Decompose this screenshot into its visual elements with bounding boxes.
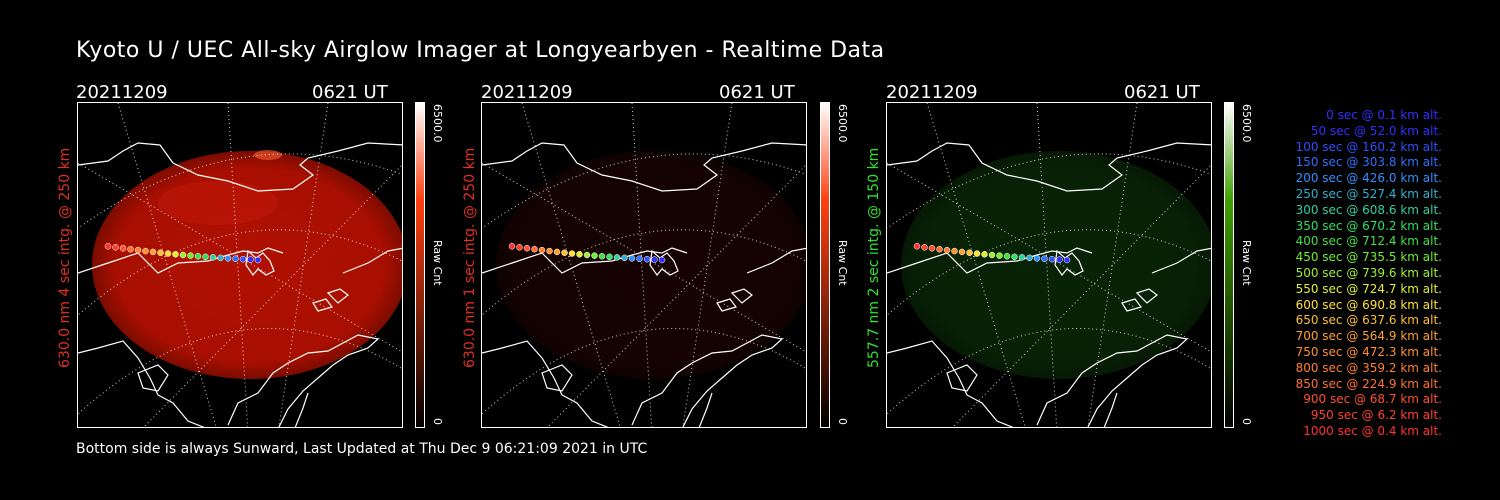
panel-3-image[interactable] [886, 102, 1212, 428]
panel-1-wavelength-label: 630.0 nm 4 sec intg. @ 250 km [57, 147, 73, 368]
panel-3-date: 20211209 [886, 82, 978, 103]
panel-2-cbar-min: 0 [836, 418, 849, 425]
panel-2-colorbar [820, 102, 830, 428]
panel-3-cbar-unit: Raw Cnt [1240, 240, 1253, 286]
legend-row: 250 sec @ 527.4 km alt. [1295, 186, 1442, 201]
panel-1-cbar-unit: Raw Cnt [431, 240, 444, 286]
altitude-legend: 0 sec @ 0.1 km alt. 50 sec @ 52.0 km alt… [1262, 108, 1442, 440]
panel-3-cbar-max: 6500.0 [1240, 104, 1253, 143]
panel-3-time: 0621 UT [1124, 82, 1200, 103]
panel-1-date: 20211209 [76, 82, 168, 103]
panel-1-cbar-min: 0 [431, 418, 444, 425]
legend-row: 800 sec @ 359.2 km alt. [1295, 360, 1442, 375]
panel-2-wavelength-label: 630.0 nm 1 sec intg. @ 250 km [462, 147, 478, 368]
panel-2-cbar-max: 6500.0 [836, 104, 849, 143]
panel-2-cbar-unit: Raw Cnt [836, 240, 849, 286]
panel-1-map [78, 103, 402, 427]
legend-row: 550 sec @ 724.7 km alt. [1295, 281, 1442, 296]
panel-1-cbar-max: 6500.0 [431, 104, 444, 143]
legend-row: 50 sec @ 52.0 km alt. [1310, 123, 1442, 138]
legend-row: 150 sec @ 303.8 km alt. [1295, 155, 1442, 170]
legend-row: 300 sec @ 608.6 km alt. [1295, 202, 1442, 217]
legend-row: 500 sec @ 739.6 km alt. [1295, 265, 1442, 280]
legend-row: 950 sec @ 6.2 km alt. [1310, 408, 1442, 423]
footer-note: Bottom side is always Sunward, Last Upda… [76, 441, 648, 457]
panel-1-time: 0621 UT [312, 82, 388, 103]
legend-row: 100 sec @ 160.2 km alt. [1295, 139, 1442, 154]
panel-1-colorbar [415, 102, 425, 428]
panel-1-image[interactable] [77, 102, 403, 428]
legend-row: 850 sec @ 224.9 km alt. [1295, 376, 1442, 391]
legend-row: 1000 sec @ 0.4 km alt. [1303, 423, 1442, 438]
panel-2-date: 20211209 [481, 82, 573, 103]
panel-3-wavelength-label: 557.7 nm 2 sec intg. @ 150 km [866, 147, 882, 368]
legend-row: 650 sec @ 637.6 km alt. [1295, 313, 1442, 328]
panel-3-map [887, 103, 1211, 427]
legend-row: 900 sec @ 68.7 km alt. [1303, 392, 1442, 407]
legend-row: 600 sec @ 690.8 km alt. [1295, 297, 1442, 312]
panel-2-map [482, 103, 806, 427]
panel-2-time: 0621 UT [719, 82, 795, 103]
legend-row: 0 sec @ 0.1 km alt. [1326, 108, 1442, 122]
panel-3-colorbar [1224, 102, 1234, 428]
panel-3-cbar-min: 0 [1240, 418, 1253, 425]
legend-row: 350 sec @ 670.2 km alt. [1295, 218, 1442, 233]
page-title: Kyoto U / UEC All-sky Airglow Imager at … [76, 38, 885, 63]
legend-row: 200 sec @ 426.0 km alt. [1295, 171, 1442, 186]
legend-row: 450 sec @ 735.5 km alt. [1295, 250, 1442, 265]
legend-row: 750 sec @ 472.3 km alt. [1295, 344, 1442, 359]
legend-row: 400 sec @ 712.4 km alt. [1295, 234, 1442, 249]
legend-row: 700 sec @ 564.9 km alt. [1295, 329, 1442, 344]
panel-2-image[interactable] [481, 102, 807, 428]
